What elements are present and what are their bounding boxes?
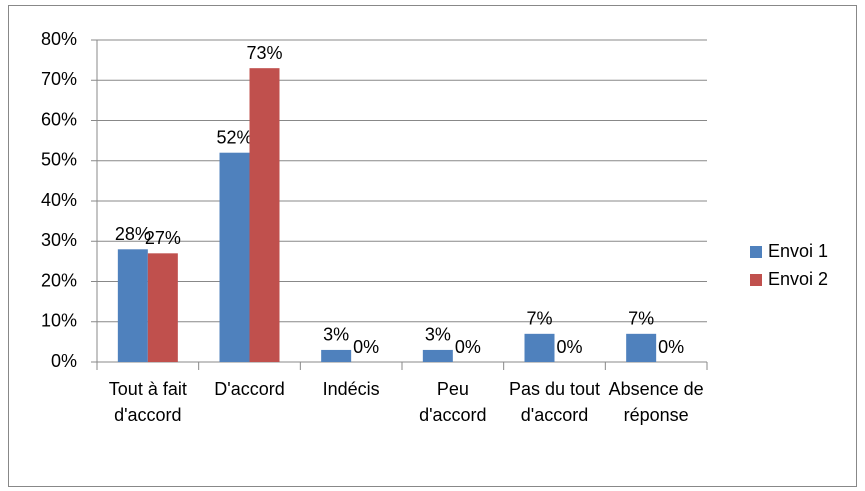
y-tick-label: 40% [41,190,77,210]
x-tick-label: D'accord [214,379,285,399]
data-label: 7% [628,309,654,329]
y-tick-label: 70% [41,69,77,89]
bar [422,349,453,362]
bar [524,333,555,362]
bar [147,253,178,362]
y-tick-label: 60% [41,109,77,129]
data-label: 7% [526,309,552,329]
y-tick-label: 20% [41,270,77,290]
bar [117,249,148,362]
data-label: 0% [353,337,379,357]
legend-label: Envoi 2 [768,269,828,289]
legend-swatch [750,246,762,258]
chart-border [8,5,857,487]
y-tick-label: 10% [41,311,77,331]
x-tick-label: Pas du tout d'accord [508,379,601,425]
data-label: 28% [115,224,151,244]
y-tick-label: 0% [51,351,77,371]
data-label: 73% [246,43,282,63]
data-label: 3% [425,325,451,345]
y-tick-label: 30% [41,230,77,250]
data-label: 27% [145,228,181,248]
x-tick-label: Absence de réponse [608,379,704,425]
data-label: 0% [658,337,684,357]
y-tick-label: 50% [41,150,77,170]
data-label: 0% [455,337,481,357]
legend-label: Envoi 1 [768,241,828,261]
bar [626,333,657,362]
x-tick-label: Tout à fait d'accord [108,379,187,425]
legend-swatch [750,274,762,286]
bar [219,152,250,362]
bar [321,349,352,362]
x-tick-label: Peu d'accord [419,379,487,425]
x-tick-label: Indécis [322,379,380,399]
y-tick-label: 80% [41,29,77,49]
data-label: 0% [556,337,582,357]
bar [249,68,280,363]
data-label: 52% [216,127,252,147]
data-label: 3% [323,325,349,345]
